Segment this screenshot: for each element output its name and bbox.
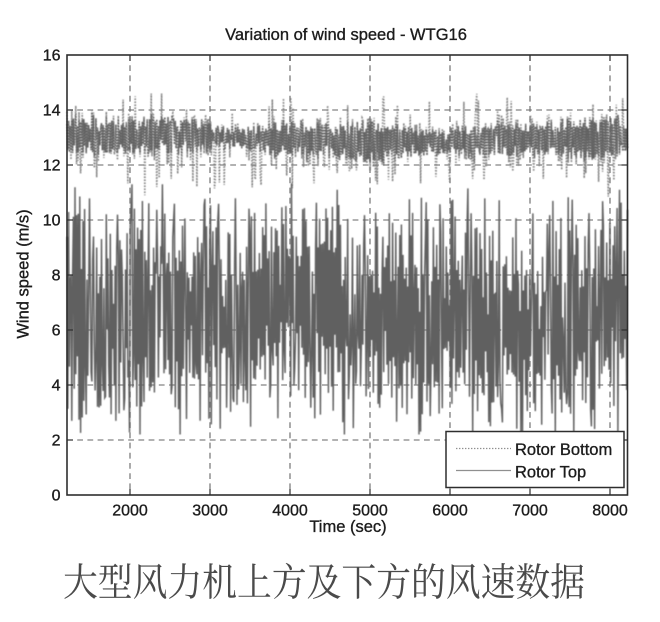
svg-text:Rotor Top: Rotor Top [515,464,586,482]
svg-text:0: 0 [52,488,61,505]
svg-text:2000: 2000 [112,503,148,520]
svg-text:Wind speed (m/s): Wind speed (m/s) [15,209,33,338]
svg-text:6: 6 [52,323,61,340]
svg-text:Time (sec): Time (sec) [309,518,386,536]
svg-text:3000: 3000 [192,503,228,520]
svg-text:8000: 8000 [592,503,628,520]
svg-text:16: 16 [43,48,61,65]
svg-text:5000: 5000 [352,503,388,520]
svg-text:8: 8 [52,268,61,285]
svg-text:Variation of wind speed - WTG1: Variation of wind speed - WTG16 [225,26,467,44]
svg-text:6000: 6000 [432,503,468,520]
svg-text:4: 4 [52,378,61,395]
svg-text:7000: 7000 [512,503,548,520]
svg-text:4000: 4000 [272,503,308,520]
svg-text:12: 12 [43,158,61,175]
svg-text:14: 14 [43,103,61,120]
svg-text:10: 10 [43,213,61,230]
svg-text:Rotor Bottom: Rotor Bottom [515,441,612,459]
svg-text:2: 2 [52,433,61,450]
